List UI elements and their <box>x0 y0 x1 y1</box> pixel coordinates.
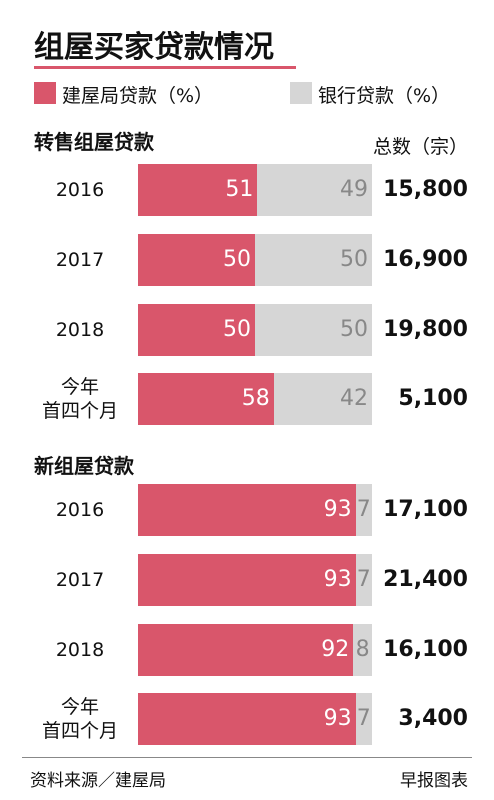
value-label: 50 <box>223 317 251 342</box>
bar-segment <box>255 304 372 356</box>
bar-segment <box>138 234 255 286</box>
value-label: 7 <box>356 567 371 592</box>
category-label: 2017 <box>55 569 105 591</box>
value-label: 7 <box>356 497 371 522</box>
total-label: 17,100 <box>383 497 468 522</box>
category-label: 2017 <box>55 249 105 271</box>
bar-segment <box>138 693 356 745</box>
bar-segment <box>355 554 372 606</box>
bar-segment <box>138 164 258 216</box>
source: 资料来源／建屋局 <box>30 771 166 791</box>
bar-segment <box>138 373 274 425</box>
value-label: 58 <box>241 386 270 411</box>
section-title: 转售组屋贷款 <box>34 130 154 154</box>
bar-segment <box>353 624 372 676</box>
legend-swatch <box>34 82 56 104</box>
total-label: 5,100 <box>398 386 468 411</box>
value-label: 50 <box>223 247 251 272</box>
legend-label: 银行贷款（%） <box>318 85 451 107</box>
value-label: 93 <box>323 497 352 522</box>
bar-segment <box>138 484 356 536</box>
value-label: 8 <box>355 637 370 662</box>
total-label: 16,900 <box>383 247 468 272</box>
bar-segment <box>138 304 255 356</box>
value-label: 93 <box>323 567 352 592</box>
bar-segment <box>273 373 372 425</box>
bar-segment <box>138 624 354 676</box>
value-label: 92 <box>321 637 350 662</box>
chart-title: 组屋买家贷款情况 <box>34 30 274 65</box>
bar-segment <box>138 554 356 606</box>
category-label: 今年 首四个月 <box>41 696 118 742</box>
title-underline <box>34 66 296 69</box>
footer-rule <box>22 757 472 758</box>
value-label: 50 <box>340 317 368 342</box>
total-label: 16,100 <box>383 637 468 662</box>
category-label: 2018 <box>55 639 105 661</box>
value-label: 42 <box>339 386 368 411</box>
section-title: 新组屋贷款 <box>34 454 134 478</box>
value-label: 7 <box>356 706 371 731</box>
value-label: 93 <box>323 706 352 731</box>
value-label: 49 <box>339 177 368 202</box>
bar-segment <box>355 693 372 745</box>
total-label: 15,800 <box>383 177 468 202</box>
category-label: 今年 首四个月 <box>41 376 118 422</box>
bar-segment <box>355 484 372 536</box>
value-label: 51 <box>225 177 254 202</box>
legend-swatch <box>290 82 312 104</box>
bar-segment <box>255 234 372 286</box>
category-label: 2016 <box>55 179 105 201</box>
total-label: 19,800 <box>383 317 468 342</box>
total-label: 3,400 <box>398 706 468 731</box>
total-label: 21,400 <box>383 567 468 592</box>
category-label: 2016 <box>55 499 105 521</box>
bar-segment <box>257 164 372 216</box>
legend-label: 建屋局贷款（%） <box>62 85 214 107</box>
total-header: 总数（宗） <box>372 136 468 158</box>
value-label: 50 <box>340 247 368 272</box>
credit: 早报图表 <box>400 771 468 791</box>
category-label: 2018 <box>55 319 105 341</box>
